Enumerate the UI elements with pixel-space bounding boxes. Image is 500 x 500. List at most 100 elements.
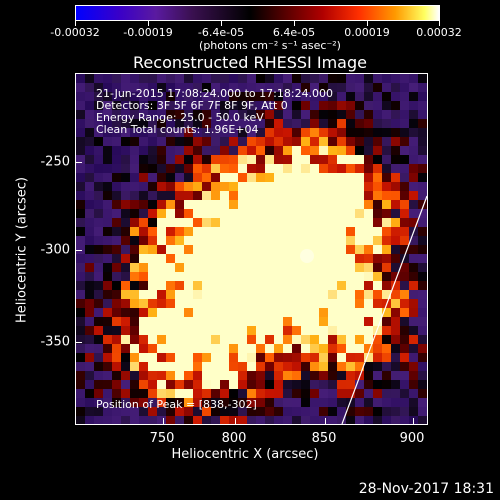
image-pixel — [400, 209, 409, 218]
image-pixel — [175, 335, 184, 344]
image-pixel — [139, 380, 148, 389]
image-pixel — [157, 119, 166, 128]
image-pixel — [265, 164, 274, 173]
image-pixel — [175, 209, 184, 218]
image-pixel — [130, 353, 139, 362]
image-pixel — [364, 218, 373, 227]
image-pixel — [229, 146, 238, 155]
image-pixel — [283, 326, 292, 335]
image-pixel — [292, 317, 301, 326]
image-pixel — [328, 245, 337, 254]
image-pixel — [364, 290, 373, 299]
image-pixel — [121, 182, 130, 191]
image-pixel — [211, 407, 220, 416]
image-pixel — [283, 308, 292, 317]
image-pixel — [328, 119, 337, 128]
image-pixel — [85, 146, 94, 155]
image-pixel — [418, 308, 427, 317]
image-pixel — [328, 74, 337, 83]
image-pixel — [373, 173, 382, 182]
image-pixel — [364, 245, 373, 254]
image-pixel — [85, 227, 94, 236]
info-time-range: 21-Jun-2015 17:08:24.000 to 17:18:24.000 — [96, 87, 334, 100]
image-pixel — [337, 308, 346, 317]
image-pixel — [166, 362, 175, 371]
image-pixel — [418, 173, 427, 182]
image-pixel — [256, 344, 265, 353]
image-pixel — [229, 137, 238, 146]
image-pixel — [211, 209, 220, 218]
image-pixel — [301, 137, 310, 146]
image-pixel — [238, 263, 247, 272]
image-pixel — [121, 335, 130, 344]
image-pixel — [130, 227, 139, 236]
image-pixel — [409, 110, 418, 119]
image-pixel — [121, 371, 130, 380]
image-pixel — [355, 137, 364, 146]
image-pixel — [148, 353, 157, 362]
image-pixel — [418, 200, 427, 209]
image-pixel — [283, 101, 292, 110]
image-pixel — [193, 119, 202, 128]
image-pixel — [175, 281, 184, 290]
image-pixel — [103, 389, 112, 398]
image-pixel — [364, 182, 373, 191]
image-pixel — [157, 245, 166, 254]
image-pixel — [373, 128, 382, 137]
image-pixel — [337, 254, 346, 263]
image-pixel — [220, 101, 229, 110]
image-pixel — [400, 236, 409, 245]
image-pixel — [247, 218, 256, 227]
image-pixel — [103, 227, 112, 236]
image-pixel — [175, 119, 184, 128]
image-pixel — [364, 209, 373, 218]
image-pixel — [184, 407, 193, 416]
image-pixel — [94, 407, 103, 416]
image-pixel — [346, 254, 355, 263]
image-pixel — [112, 218, 121, 227]
image-pixel — [409, 209, 418, 218]
image-pixel — [220, 164, 229, 173]
image-pixel — [202, 281, 211, 290]
image-pixel — [85, 344, 94, 353]
image-pixel — [130, 290, 139, 299]
image-pixel — [130, 92, 139, 101]
image-pixel — [319, 317, 328, 326]
x-tick-label: 750 — [149, 431, 175, 446]
image-pixel — [184, 92, 193, 101]
image-pixel — [418, 353, 427, 362]
image-pixel — [247, 317, 256, 326]
image-pixel — [418, 164, 427, 173]
image-pixel — [94, 317, 103, 326]
image-pixel — [355, 281, 364, 290]
y-axis-title: Heliocentric Y (arcsec) — [14, 177, 30, 323]
image-pixel — [130, 362, 139, 371]
image-pixel — [346, 398, 355, 407]
image-pixel — [274, 92, 283, 101]
image-pixel — [166, 119, 175, 128]
image-pixel — [229, 416, 238, 424]
image-pixel — [166, 344, 175, 353]
image-pixel — [94, 371, 103, 380]
image-pixel — [382, 281, 391, 290]
image-pixel — [103, 209, 112, 218]
image-pixel — [139, 362, 148, 371]
image-pixel — [328, 407, 337, 416]
image-pixel — [391, 209, 400, 218]
image-pixel — [373, 416, 382, 424]
image-pixel — [274, 137, 283, 146]
image-pixel — [238, 299, 247, 308]
image-pixel — [211, 191, 220, 200]
image-pixel — [256, 164, 265, 173]
image-pixel — [121, 407, 130, 416]
image-pixel — [202, 299, 211, 308]
plot-title: Reconstructed RHESSI Image — [133, 53, 367, 72]
image-pixel — [346, 380, 355, 389]
image-pixel — [247, 128, 256, 137]
y-tick-label: -350 — [40, 334, 70, 350]
image-pixel — [175, 326, 184, 335]
image-pixel — [247, 155, 256, 164]
image-pixel — [337, 200, 346, 209]
image-pixel — [112, 155, 121, 164]
image-pixel — [121, 398, 130, 407]
